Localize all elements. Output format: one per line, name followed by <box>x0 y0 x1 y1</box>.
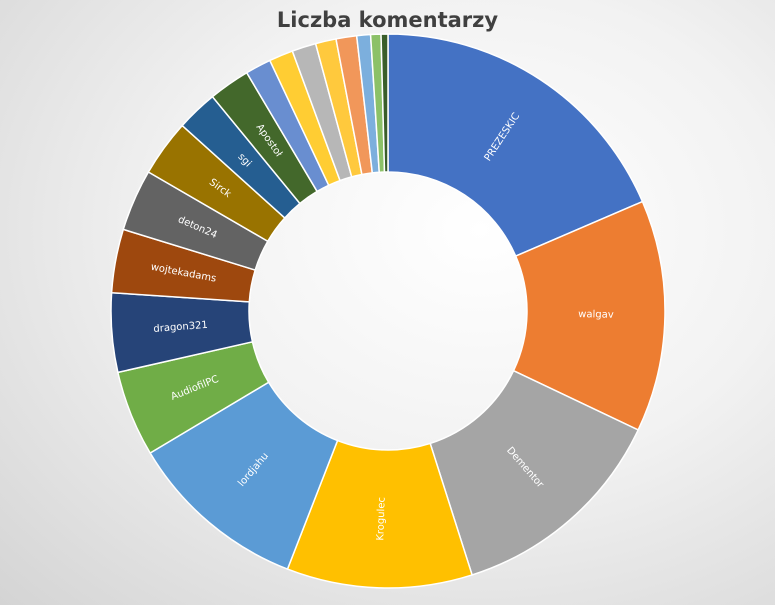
slice-label-krogulec: Krogulec <box>375 497 387 541</box>
donut-slice-prezeskic <box>387 33 644 258</box>
donut-slice-dementor <box>429 369 640 576</box>
chart-title: Liczba komentarzy <box>276 8 499 32</box>
donut-slice-unlabeled-19 <box>380 33 389 173</box>
slices-layer <box>110 33 666 589</box>
slice-label-walgav: walgav <box>578 309 614 321</box>
slice-label-dragon321: dragon321 <box>153 320 208 335</box>
